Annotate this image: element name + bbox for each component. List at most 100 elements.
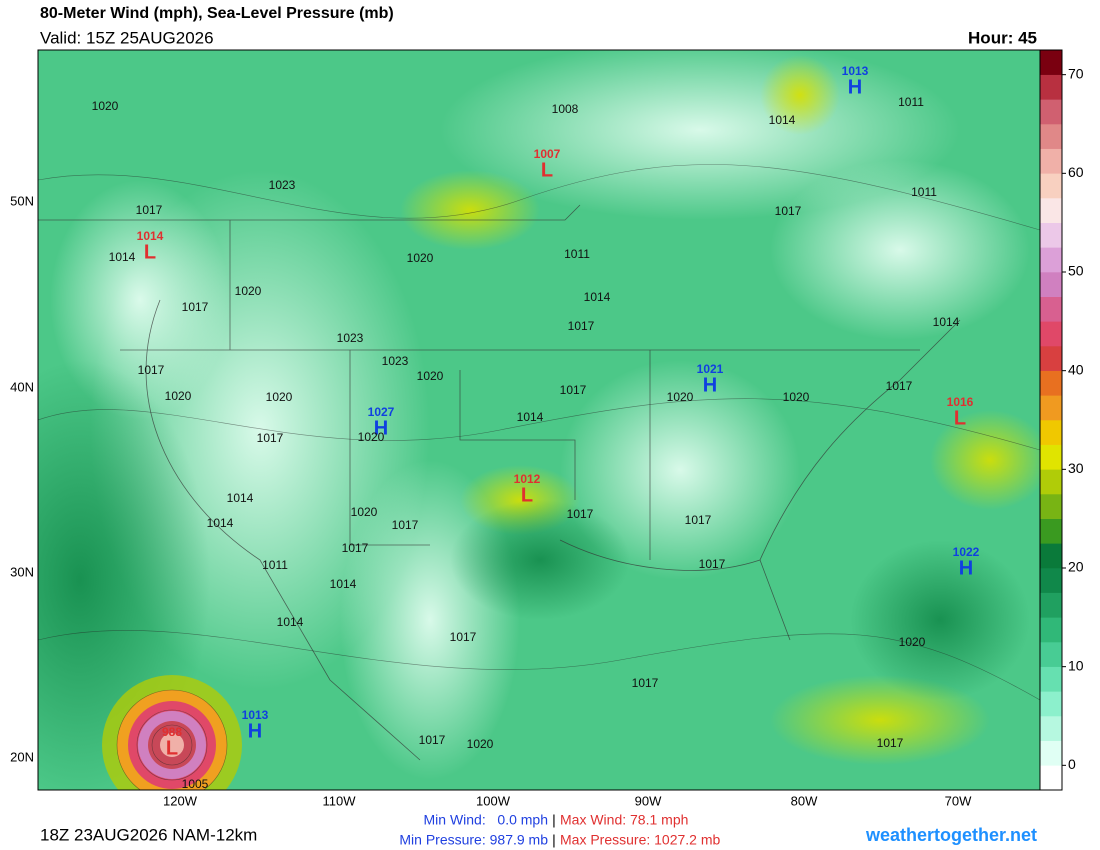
colorbar-bin xyxy=(1040,420,1062,445)
wind-field xyxy=(760,55,840,135)
colorbar-bin xyxy=(1040,346,1062,371)
colorbar-bin xyxy=(1040,74,1062,100)
center-pressure: 1013 xyxy=(242,708,269,722)
center-pressure: 1014 xyxy=(137,229,164,243)
colorbar-bin xyxy=(1040,370,1062,396)
wind-field xyxy=(560,360,800,580)
isobar-label: 1020 xyxy=(783,390,810,404)
hurricane-wind xyxy=(102,675,242,790)
wind-field xyxy=(850,540,1030,700)
isobar-label: 1014 xyxy=(207,516,234,530)
map-field xyxy=(38,50,1040,790)
latitude-label: 50N xyxy=(10,193,34,208)
colorbar: 0 10 20 30 40 50 60 70 xyxy=(1039,49,1084,791)
longitude-label: 70W xyxy=(945,793,972,808)
center-pressure: 1022 xyxy=(953,545,980,559)
colorbar-bin xyxy=(1040,99,1062,125)
colorbar-bin xyxy=(1040,494,1062,519)
isobar-label: 1011 xyxy=(262,558,288,572)
colorbar-bin xyxy=(1040,50,1062,75)
isobar-label: 1014 xyxy=(109,250,136,264)
center-pressure: 1016 xyxy=(947,395,974,409)
min-pressure: Min Pressure: 987.9 mb xyxy=(399,832,548,848)
max-pressure: Max Pressure: 1027.2 mb xyxy=(560,832,721,848)
isobar-label: 1017 xyxy=(699,557,726,571)
colorbar-bin xyxy=(1040,395,1062,421)
pressure-center: H xyxy=(374,417,388,439)
forecast-hour: Hour: 45 xyxy=(968,28,1037,47)
colorbar-tick-label: 10 xyxy=(1068,657,1084,673)
colorbar-bin xyxy=(1040,469,1062,495)
isobar-label: 1017 xyxy=(560,383,587,397)
wind-field xyxy=(400,170,540,250)
isobar-label: 1014 xyxy=(277,615,304,629)
isobar-label: 1014 xyxy=(933,315,960,329)
isobar-label: 1017 xyxy=(685,513,712,527)
longitude-label: 100W xyxy=(476,793,511,808)
isobar-label: 1020 xyxy=(417,369,444,383)
pressure-center: H xyxy=(248,720,262,742)
separator: | xyxy=(552,832,556,848)
colorbar-bin xyxy=(1040,321,1062,347)
isobar-label: 1011 xyxy=(898,95,924,109)
isobar-label: 1023 xyxy=(337,331,364,345)
center-pressure: 988 xyxy=(162,725,182,739)
wind-field xyxy=(770,160,1030,340)
wind-field xyxy=(50,180,230,420)
isobar-label: 1017 xyxy=(567,507,594,521)
isobar-label: 1020 xyxy=(165,389,192,403)
isobar-label: 1017 xyxy=(419,733,446,747)
valid-time: Valid: 15Z 25AUG2026 xyxy=(40,28,214,47)
colorbar-bin xyxy=(1040,691,1062,717)
isobar-label: 1017 xyxy=(182,300,209,314)
wind-field xyxy=(930,410,1040,510)
isobar-label: 1023 xyxy=(382,354,409,368)
colorbar-bin xyxy=(1040,568,1062,593)
longitude-label: 110W xyxy=(323,793,357,808)
isobar-label: 1020 xyxy=(467,737,494,751)
pressure-center: H xyxy=(703,374,717,396)
colorbar-tick-label: 40 xyxy=(1068,361,1084,377)
pressure-center: H xyxy=(959,557,973,579)
isobar-label: 1020 xyxy=(92,99,119,113)
isobar-label: 1017 xyxy=(877,736,904,750)
pressure-center: L xyxy=(521,484,533,506)
isobar-label: 1014 xyxy=(227,491,254,505)
isobar-label: 1017 xyxy=(568,319,595,333)
isobar-label: 1017 xyxy=(450,630,477,644)
longitude-label: 120W xyxy=(163,793,198,808)
isobar-label: 1020 xyxy=(407,251,434,265)
colorbar-bin xyxy=(1040,272,1062,297)
center-pressure: 1007 xyxy=(534,147,561,161)
isobar-label: 1017 xyxy=(342,541,369,555)
center-pressure: 1021 xyxy=(697,362,724,376)
isobar-label: 1020 xyxy=(235,284,262,298)
longitude-label: 80W xyxy=(791,793,818,808)
colorbar-bin xyxy=(1040,518,1062,544)
isobar-label: 1014 xyxy=(517,410,544,424)
isobar-label: 1023 xyxy=(269,178,296,192)
colorbar-tick-label: 50 xyxy=(1068,263,1084,279)
site-name: weathertogether.net xyxy=(865,825,1037,845)
colorbar-bin xyxy=(1040,222,1062,248)
pressure-center: L xyxy=(954,407,966,429)
center-pressure: 1012 xyxy=(514,472,541,486)
colorbar-bin xyxy=(1040,716,1062,741)
pressure-center: L xyxy=(541,159,553,181)
colorbar-bin xyxy=(1040,296,1062,322)
isobars xyxy=(38,164,1040,790)
isobar-label: 1014 xyxy=(330,577,357,591)
colorbar-bin xyxy=(1040,740,1062,766)
colorbar-bin xyxy=(1040,124,1062,149)
wind-field xyxy=(450,500,630,620)
colorbar-bin xyxy=(1040,444,1062,470)
isobar-label: 1020 xyxy=(667,390,694,404)
isobar-label: 1011 xyxy=(564,247,590,261)
pressure-center: L xyxy=(144,241,156,263)
center-pressure: 1013 xyxy=(842,64,869,78)
isobar-label: 1017 xyxy=(257,431,284,445)
borders xyxy=(38,204,961,761)
colorbar-bin xyxy=(1040,198,1062,223)
